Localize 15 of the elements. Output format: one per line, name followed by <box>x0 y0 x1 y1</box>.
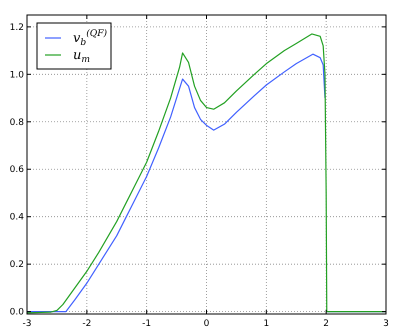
y-tick-label: 0.8 <box>10 118 24 128</box>
x-tick-label: -3 <box>22 319 32 329</box>
x-tick-label: -2 <box>82 319 92 329</box>
legend-label: u$_{m}$ <box>73 48 90 66</box>
y-tick-label: 0.0 <box>10 308 24 318</box>
x-tick-label: 1 <box>263 319 270 329</box>
y-tick-label: 0.6 <box>10 165 24 176</box>
y-tick-label: 1.2 <box>10 22 24 33</box>
x-tick-label: 0 <box>204 319 210 329</box>
x-tick-label: 2 <box>323 319 330 329</box>
y-tick-label: 0.2 <box>10 260 24 270</box>
y-tick-label: 1.0 <box>10 70 24 80</box>
y-tick-label: 0.4 <box>10 212 24 223</box>
x-tick-label: 3 <box>383 319 389 329</box>
x-tick-label: -1 <box>142 319 152 329</box>
